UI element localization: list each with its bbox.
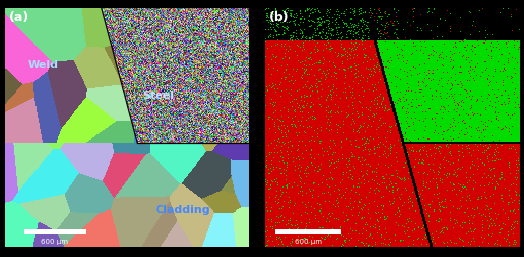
Text: 600 μm: 600 μm: [294, 240, 322, 245]
Bar: [275, 229, 342, 234]
Text: 600 μm: 600 μm: [41, 240, 69, 245]
Text: (a): (a): [9, 11, 29, 24]
Text: Weld: Weld: [28, 60, 59, 70]
Text: (b): (b): [269, 11, 289, 24]
Text: Cladding: Cladding: [156, 205, 210, 215]
Bar: [24, 229, 86, 234]
Text: Steel: Steel: [143, 91, 174, 101]
